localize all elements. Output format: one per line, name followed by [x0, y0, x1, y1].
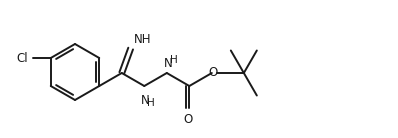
Text: H: H [147, 98, 155, 108]
Text: O: O [208, 66, 217, 79]
Text: O: O [184, 113, 193, 126]
Text: N: N [141, 94, 150, 107]
Text: NH: NH [134, 33, 151, 46]
Text: H: H [170, 55, 178, 65]
Text: Cl: Cl [16, 51, 28, 64]
Text: N: N [164, 57, 172, 70]
